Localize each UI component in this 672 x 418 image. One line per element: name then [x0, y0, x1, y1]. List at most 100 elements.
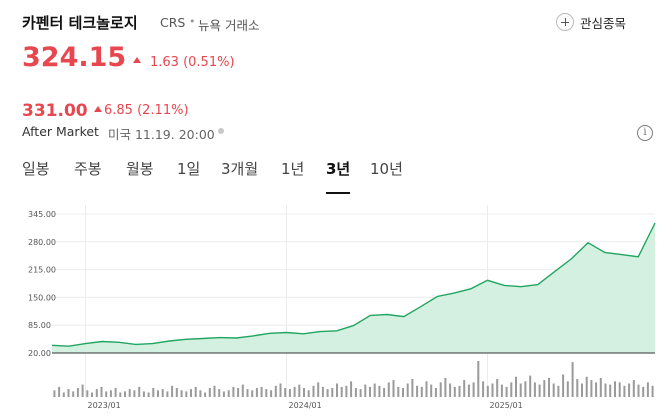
watchlist-label: 관심종목 — [580, 15, 627, 31]
volume-bar — [204, 392, 207, 397]
volume-bar — [208, 388, 211, 397]
volume-bar — [581, 383, 583, 397]
volume-bar — [251, 390, 254, 398]
up-arrow-icon — [133, 57, 141, 63]
volume-bar — [628, 383, 631, 397]
volume-bar — [359, 389, 362, 397]
volume-bar — [439, 382, 442, 397]
volume-bar — [58, 386, 61, 397]
volume-bar — [430, 384, 433, 397]
volume-bar — [279, 383, 282, 397]
volume-bar — [62, 392, 65, 397]
volume-bar — [312, 385, 315, 398]
volume-bar — [595, 382, 598, 397]
volume-bar — [105, 391, 108, 397]
volume-bar — [369, 386, 371, 397]
y-tick-label: 20.00 — [28, 349, 51, 358]
volume-bar — [185, 391, 188, 397]
x-axis-ticks: 2023/01 2024/01 2025/01 — [88, 401, 523, 410]
volume-bar — [599, 377, 602, 397]
volume-bar — [175, 388, 178, 397]
volume-bar — [53, 390, 56, 398]
volume-bar — [119, 392, 122, 397]
volume-bar — [218, 389, 221, 397]
volume-bar — [543, 380, 546, 397]
volume-bar — [383, 388, 386, 397]
volume-bar — [566, 381, 569, 398]
volume-bar — [100, 386, 103, 397]
volume-bar — [402, 388, 404, 397]
y-axis-ticks: 345.00 280.00 215.00 150.00 85.00 20.00 — [28, 210, 56, 358]
volume-bar — [548, 377, 550, 397]
volume-bar — [482, 381, 485, 398]
y-tick-label: 85.00 — [28, 321, 51, 330]
volume-bar — [138, 386, 141, 397]
volume-bar — [529, 375, 532, 397]
volume-bar — [76, 388, 79, 397]
volume-bar — [227, 390, 230, 398]
price-chart[interactable]: 345.00 280.00 215.00 150.00 85.00 20.00 2023/… — [0, 200, 672, 418]
volume-bar — [618, 382, 621, 397]
volume-bar — [505, 386, 508, 397]
volume-bar — [95, 389, 98, 397]
volume-bar — [420, 386, 423, 397]
tab-1-year[interactable]: 1년 — [281, 160, 305, 178]
volume-bar — [67, 389, 70, 397]
volume-bar — [604, 383, 607, 397]
volume-bar — [232, 386, 235, 397]
volume-bar — [307, 390, 310, 398]
volume-bar — [213, 385, 216, 398]
tab-daily[interactable]: 일봉 — [22, 160, 50, 178]
add-watchlist-button[interactable]: 관심종목 — [556, 10, 626, 34]
volume-bar — [81, 384, 84, 397]
volume-bar — [303, 388, 305, 397]
volume-bar — [157, 390, 159, 398]
volume-bar — [265, 389, 268, 397]
volume-bars — [53, 361, 654, 398]
volume-bar — [562, 374, 565, 397]
volume-bar — [425, 381, 428, 398]
volume-bar — [458, 385, 461, 398]
volume-bar — [180, 390, 183, 398]
volume-bar — [467, 384, 470, 397]
current-price: 324.15 — [22, 42, 127, 73]
volume-bar — [500, 384, 503, 397]
plus-icon — [556, 13, 574, 31]
volume-bar — [552, 383, 555, 397]
volume-bar — [284, 388, 287, 397]
tab-3-year[interactable]: 3년 — [326, 158, 351, 194]
volume-bar — [147, 392, 150, 397]
volume-bar — [642, 386, 645, 397]
volume-bar — [411, 379, 414, 397]
volume-bar — [133, 390, 136, 398]
company-name: 카펜터 테크놀로지 — [22, 14, 138, 32]
x-tick-label: 2024/01 — [289, 401, 322, 410]
tab-monthly[interactable]: 월봉 — [126, 160, 154, 178]
volume-bar — [392, 380, 395, 397]
tab-10-year[interactable]: 10년 — [370, 160, 403, 178]
volume-bar — [124, 391, 126, 397]
exchange-name: 뉴욕 거래소 — [198, 18, 260, 33]
volume-bar — [651, 385, 654, 398]
volume-bar — [453, 386, 456, 397]
volume-bar — [397, 386, 400, 397]
after-market-up-arrow-icon — [94, 106, 102, 112]
volume-bar — [406, 383, 409, 397]
ticker-symbol: CRS — [160, 15, 186, 30]
volume-bar — [585, 376, 588, 398]
tab-3-month[interactable]: 3개월 — [221, 160, 259, 178]
info-icon[interactable]: i — [637, 125, 653, 141]
tab-weekly[interactable]: 주봉 — [74, 160, 102, 178]
volume-bar — [538, 384, 541, 397]
volume-bar — [340, 386, 343, 397]
volume-bar — [515, 376, 517, 398]
after-market-label: After Market — [22, 124, 99, 139]
tab-1-day[interactable]: 1일 — [177, 160, 201, 178]
volume-bar — [373, 383, 376, 397]
volume-bar — [614, 381, 616, 398]
volume-bar — [364, 384, 367, 397]
volume-bar — [571, 362, 574, 397]
volume-bar — [444, 377, 447, 397]
volume-bar — [194, 386, 197, 397]
volume-bar — [519, 383, 522, 397]
